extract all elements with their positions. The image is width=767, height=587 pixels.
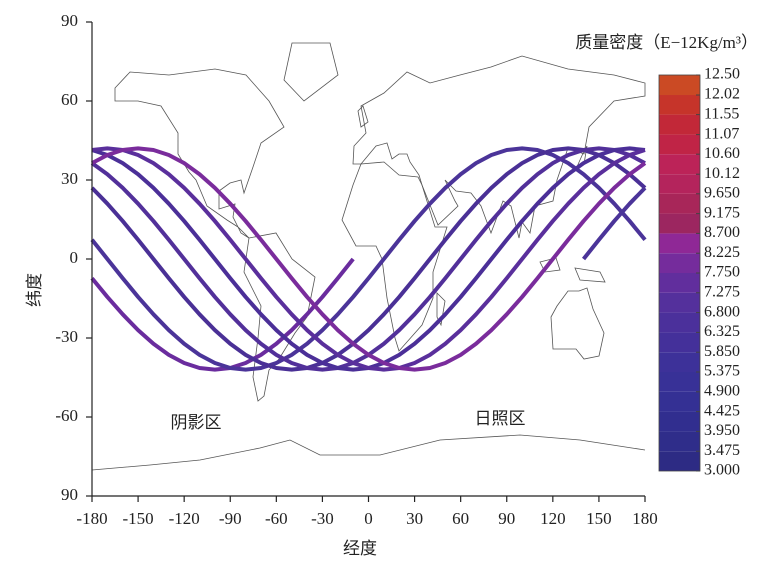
colorbar-segment (659, 95, 700, 115)
coastline (574, 267, 606, 283)
x-tick-label: -30 (311, 509, 334, 528)
colorbar-segment (659, 292, 700, 313)
x-tick-label: -120 (169, 509, 200, 528)
x-tick-label: 150 (586, 509, 612, 528)
colorbar-segment (659, 114, 700, 135)
x-tick-label: -150 (122, 509, 153, 528)
annotation: 阴影区 (171, 413, 222, 432)
y-tick-label: 90 (61, 485, 78, 504)
colorbar-tick-label: 3.000 (704, 462, 740, 479)
ground-track (581, 186, 647, 261)
coastline (91, 434, 646, 471)
x-tick-label: -60 (265, 509, 288, 528)
world-map (91, 42, 646, 471)
coastline (436, 292, 446, 327)
y-tick-label: 0 (70, 248, 79, 267)
ground-track (91, 146, 647, 372)
colorbar-tick-label: 10.60 (704, 145, 740, 162)
colorbar-tick-label: 7.750 (704, 264, 740, 281)
y-tick-label: -30 (55, 327, 78, 346)
colorbar: 3.000 3.475 3.950 4.425 4.900 5.375 5.850 6.325… (658, 66, 740, 479)
coastline (352, 55, 646, 239)
colorbar-tick-label: 7.275 (704, 283, 740, 300)
colorbar-segment (659, 273, 700, 293)
colorbar-tick-label: 3.950 (704, 422, 740, 439)
colorbar-segment (659, 75, 700, 96)
colorbar-tick-label: 4.425 (704, 402, 740, 419)
colorbar-tick-label: 9.650 (704, 184, 740, 201)
colorbar-tick-label: 6.325 (704, 323, 740, 340)
colorbar-segment (659, 352, 700, 372)
colorbar-segment (659, 233, 700, 254)
x-axis-label: 经度 (343, 539, 377, 558)
ground-track (90, 146, 647, 372)
y-tick-label: 30 (61, 169, 78, 188)
coastline (357, 105, 369, 128)
ground-track (90, 146, 647, 372)
x-tick-label: 30 (406, 509, 423, 528)
y-axis-label: 纬度 (25, 273, 44, 307)
colorbar-tick-label: 10.12 (704, 165, 740, 182)
colorbar-title: 质量密度（E−12Kg/m³） (575, 33, 758, 52)
colorbar-tick-label: 9.175 (704, 204, 740, 221)
y-tick-label: -60 (55, 406, 78, 425)
colorbar-tick-label: 8.225 (704, 244, 740, 261)
colorbar-tick-label: 5.375 (704, 363, 740, 380)
colorbar-tick-label: 4.900 (704, 382, 740, 399)
tracks (90, 146, 647, 372)
x-tick-label: 180 (632, 509, 658, 528)
colorbar-segment (659, 391, 700, 412)
colorbar-segment (659, 134, 700, 155)
x-tick-label: 60 (452, 509, 469, 528)
ground-track (91, 146, 646, 372)
colorbar-segment (659, 332, 700, 353)
ground-track (90, 257, 355, 372)
colorbar-segment (659, 174, 700, 194)
colorbar-segment (659, 372, 700, 392)
colorbar-tick-label: 11.55 (704, 105, 739, 122)
colorbar-tick-label: 11.07 (704, 125, 739, 142)
x-tick-label: 0 (364, 509, 373, 528)
colorbar-segment (659, 193, 700, 214)
colorbar-tick-label: 12.50 (704, 66, 740, 83)
colorbar-tick-label: 6.800 (704, 303, 740, 320)
colorbar-segment (659, 253, 700, 273)
colorbar-segment (659, 411, 700, 432)
colorbar-tick-label: 12.02 (704, 86, 740, 103)
colorbar-segment (659, 451, 700, 471)
y-tick-label: 60 (61, 90, 78, 109)
x-tick-label: 120 (540, 509, 566, 528)
colorbar-tick-label: 3.475 (704, 442, 740, 459)
x-tick-label: -180 (76, 509, 107, 528)
colorbar-segment (659, 154, 700, 175)
coastline (243, 232, 316, 402)
x-tick-label: -90 (219, 509, 242, 528)
colorbar-segment (659, 312, 700, 333)
annotation: 日照区 (475, 409, 526, 428)
x-tick-label: 90 (498, 509, 515, 528)
coastline (550, 287, 605, 360)
colorbar-segment (659, 213, 700, 234)
y-tick-label: 90 (61, 11, 78, 30)
coastline (114, 68, 285, 239)
colorbar-segment (659, 431, 700, 452)
coastline (283, 42, 339, 102)
colorbar-tick-label: 5.850 (704, 343, 740, 360)
colorbar-tick-label: 8.700 (704, 224, 740, 241)
